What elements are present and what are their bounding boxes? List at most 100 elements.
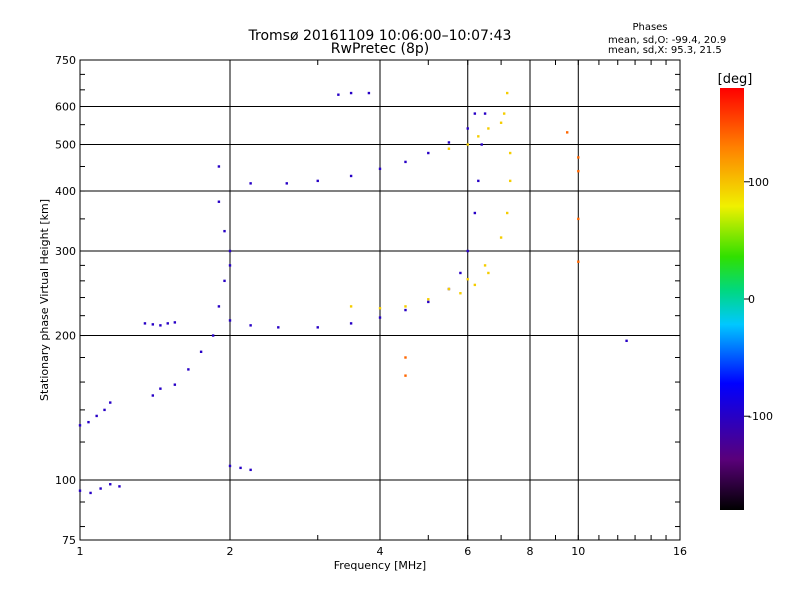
phase-stats-heading: Phases	[632, 22, 667, 33]
data-point	[316, 179, 319, 183]
data-point	[477, 179, 480, 183]
data-point	[404, 374, 407, 377]
x-tick-label: 6	[464, 545, 471, 558]
data-point	[78, 424, 82, 427]
data-point	[159, 387, 162, 390]
data-point	[508, 179, 512, 183]
data-point	[367, 91, 371, 95]
data-point	[466, 278, 469, 281]
data-point	[211, 334, 215, 337]
data-point	[473, 283, 477, 287]
data-point	[459, 271, 462, 275]
data-point	[99, 487, 102, 490]
data-point	[447, 147, 451, 150]
y-axis-label: Stationary phase Virtual Height [km]	[38, 199, 51, 401]
data-point	[508, 151, 512, 155]
data-point	[502, 112, 506, 115]
y-tick-label: 75	[62, 534, 76, 547]
data-point	[349, 91, 353, 95]
data-point	[404, 305, 407, 308]
data-point	[404, 308, 407, 312]
data-point	[249, 324, 252, 327]
data-point	[473, 211, 477, 215]
phase-stats-x: mean, sd,X: 95.3, 21.5	[608, 45, 722, 56]
data-point	[217, 200, 221, 203]
data-point	[577, 169, 580, 173]
data-point	[173, 383, 177, 386]
data-point	[159, 324, 162, 327]
chart-title-line1: Tromsø 20161109 10:06:00–10:07:43	[248, 28, 512, 44]
y-tick-label: 300	[55, 245, 76, 258]
data-point	[477, 135, 480, 138]
y-tick-label: 750	[55, 54, 76, 67]
data-point	[223, 279, 226, 283]
data-point	[466, 143, 469, 146]
data-point	[459, 292, 462, 295]
data-point	[466, 127, 469, 130]
x-axis-ticks: 1 2 4 6 8 10 16	[77, 60, 687, 558]
data-point	[187, 368, 190, 371]
data-point	[285, 182, 288, 185]
data-point	[378, 167, 382, 171]
grid-lines	[80, 60, 680, 540]
y-tick-label: 400	[55, 185, 76, 198]
x-tick-label: 10	[571, 545, 585, 558]
data-point	[349, 305, 353, 308]
data-point	[277, 326, 280, 329]
x-tick-label: 8	[527, 545, 534, 558]
data-point	[143, 322, 147, 325]
data-point	[217, 305, 221, 308]
data-point	[78, 489, 82, 492]
y-tick-label: 200	[55, 330, 76, 343]
x-tick-label: 16	[673, 545, 687, 558]
phase-stats-o: mean, sd,O: -99.4, 20.9	[608, 35, 726, 46]
data-point	[505, 91, 509, 95]
colorbar-tick-label: 0	[748, 293, 755, 306]
data-point	[239, 466, 242, 470]
y-tick-label: 500	[55, 139, 76, 152]
data-point	[404, 160, 407, 164]
colorbar-tick-label: -100	[748, 410, 773, 423]
data-point	[483, 112, 487, 115]
data-point	[228, 464, 232, 468]
data-point	[249, 182, 252, 185]
data-point	[473, 112, 477, 115]
data-point	[199, 350, 203, 353]
data-point	[466, 249, 469, 253]
data-point	[378, 316, 382, 319]
x-axis-label: Frequency [MHz]	[334, 559, 426, 572]
data-point	[487, 271, 490, 275]
data-point	[427, 151, 430, 155]
data-point	[427, 300, 430, 304]
data-point	[228, 264, 232, 267]
data-point	[577, 217, 580, 221]
data-point	[480, 143, 483, 146]
data-point	[499, 121, 503, 124]
data-point	[151, 323, 155, 326]
x-tick-label: 2	[227, 545, 234, 558]
data-point	[89, 491, 92, 495]
data-point	[505, 211, 509, 215]
plot-area: 1 2 4 6 8 10 16 75 100 200 300 400 500 600 750	[55, 54, 687, 558]
colorbar: [deg] 100 0 -100	[718, 72, 773, 510]
colorbar-tick-label: 100	[748, 176, 769, 189]
data-point	[228, 249, 232, 253]
data-point	[228, 319, 232, 322]
data-point	[151, 394, 155, 397]
data-point	[217, 165, 221, 168]
data-point	[565, 131, 569, 134]
data-point	[499, 236, 503, 239]
colorbar-label: [deg]	[718, 72, 753, 87]
y-tick-label: 600	[55, 101, 76, 114]
data-point	[349, 322, 353, 325]
data-point	[447, 141, 451, 144]
data-point	[109, 401, 112, 404]
data-point	[173, 321, 177, 324]
data-point	[577, 156, 580, 159]
data-point	[625, 339, 628, 343]
x-tick-label: 4	[377, 545, 384, 558]
data-point	[316, 326, 319, 329]
data-point	[337, 93, 340, 96]
y-tick-label: 100	[55, 474, 76, 487]
